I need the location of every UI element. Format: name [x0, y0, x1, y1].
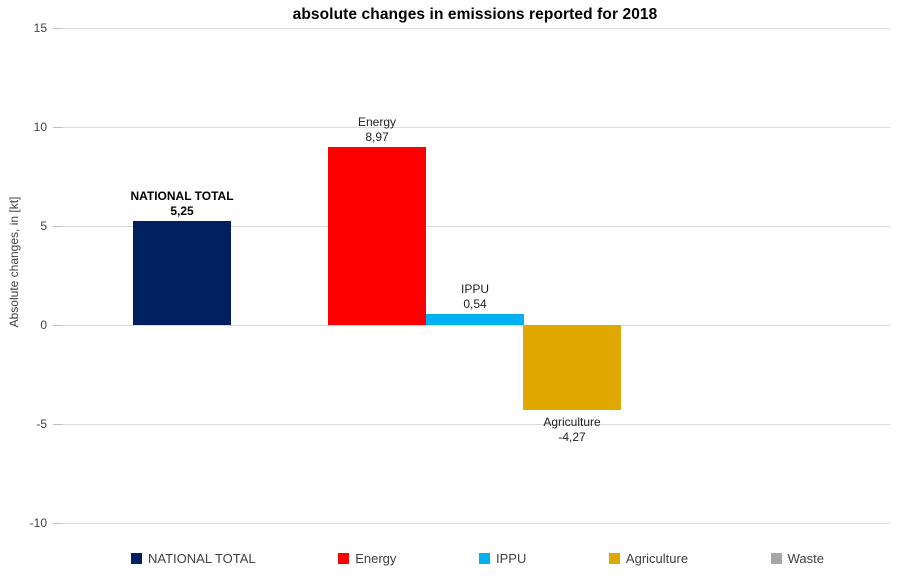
bar-national-total	[133, 221, 231, 325]
legend-swatch-icon	[608, 553, 620, 564]
gridline-y-15	[60, 28, 890, 29]
y-tick-label--10: -10	[29, 516, 47, 530]
gridline-y-0	[60, 325, 890, 326]
legend-label: Energy	[355, 551, 397, 566]
plot-area: NATIONAL TOTAL 5,25 Energy 8,97 IPPU 0,54 Agri…	[60, 28, 890, 524]
legend-swatch-icon	[770, 553, 782, 564]
y-tick-label--5: -5	[36, 417, 47, 431]
bar-label-ippu: IPPU 0,54	[461, 282, 489, 312]
y-tick-mark	[53, 325, 62, 326]
bar-value-label: 0,54	[463, 297, 487, 311]
y-axis-title: Absolute changes, in [kt]	[7, 196, 21, 328]
chart-title: absolute changes in emissions reported f…	[292, 6, 658, 23]
legend: NATIONAL TOTAL Energy IPPU Agriculture Waste	[131, 550, 824, 567]
legend-item-energy: Energy	[338, 551, 396, 566]
legend-label: NATIONAL TOTAL	[148, 551, 256, 566]
legend-item-agriculture: Agriculture	[608, 551, 689, 566]
gridline-y-10	[60, 127, 890, 128]
legend-swatch-icon	[479, 553, 490, 564]
bar-value-label: 8,97	[365, 130, 389, 144]
bar-agriculture	[523, 325, 621, 410]
legend-swatch-icon	[131, 553, 142, 564]
y-tick-mark	[53, 127, 62, 128]
bar-label-national-total: NATIONAL TOTAL 5,25	[130, 189, 233, 219]
bar-ippu	[426, 314, 524, 325]
bar-value-label: -4,27	[558, 430, 586, 444]
gridline-y-5	[60, 226, 890, 227]
legend-item-ippu: IPPU	[479, 551, 526, 566]
y-tick-label-5: 5	[40, 219, 47, 233]
legend-item-national-total: NATIONAL TOTAL	[131, 551, 256, 566]
y-tick-mark	[53, 28, 62, 29]
y-tick-mark	[53, 523, 62, 524]
legend-label: IPPU	[496, 551, 527, 566]
gridline-y--5	[60, 424, 890, 425]
y-tick-label-10: 10	[33, 120, 47, 134]
bar-category-label: Agriculture	[543, 415, 601, 429]
legend-label: Agriculture	[625, 551, 689, 566]
y-tick-mark	[53, 226, 62, 227]
y-tick-label-0: 0	[40, 318, 47, 332]
bar-label-agriculture: Agriculture -4,27	[543, 415, 600, 445]
bar-energy	[328, 147, 426, 325]
bar-category-label: Energy	[357, 115, 397, 129]
bar-label-energy: Energy 8,97	[358, 115, 396, 145]
legend-item-waste: Waste	[770, 551, 824, 566]
bar-category-label: NATIONAL TOTAL	[130, 189, 234, 203]
legend-swatch-icon	[338, 553, 350, 564]
y-tick-label-15: 15	[33, 21, 47, 35]
y-tick-mark	[53, 424, 62, 425]
bar-category-label: IPPU	[460, 282, 490, 296]
bar-value-label: 5,25	[170, 204, 194, 218]
gridline-y--10	[60, 523, 890, 524]
legend-label: Waste	[787, 551, 824, 566]
